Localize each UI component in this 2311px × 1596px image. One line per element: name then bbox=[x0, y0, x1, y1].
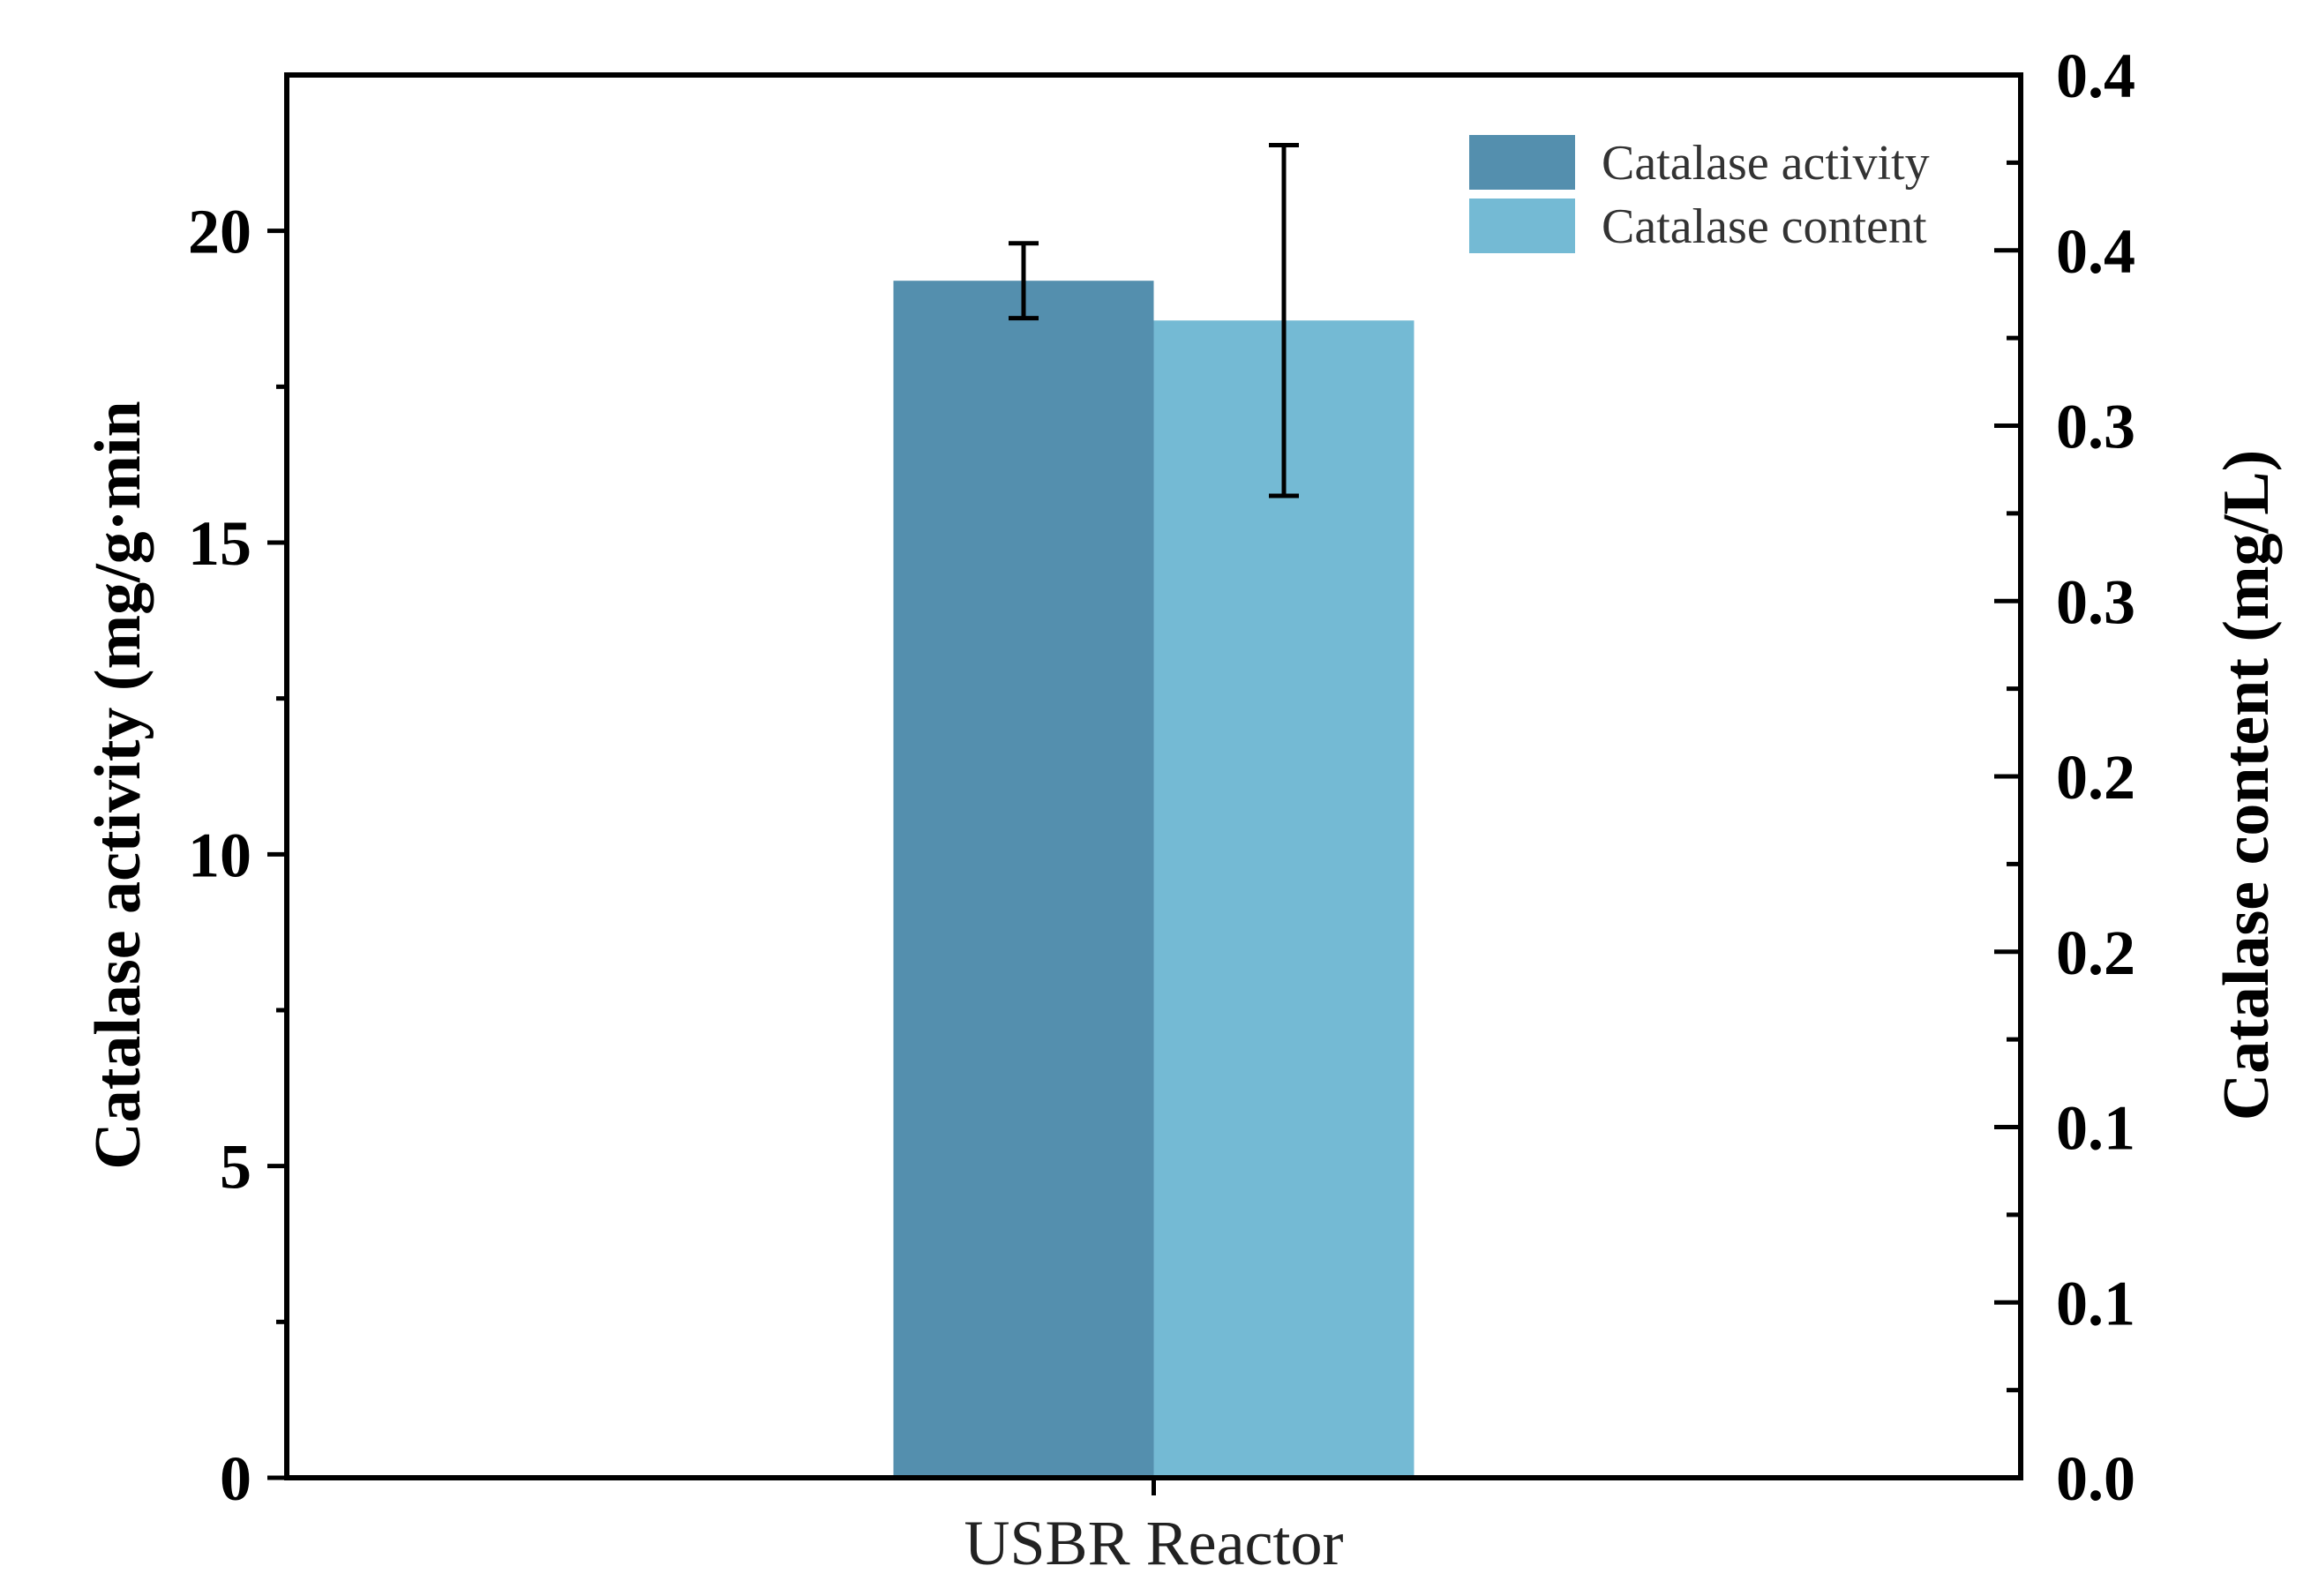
legend-label: Catalase content bbox=[1602, 199, 1927, 254]
legend-swatch bbox=[1469, 199, 1575, 253]
y-left-axis-title: Catalase activity (mg/g·min bbox=[82, 401, 154, 1169]
y-right-tick-label: 0.0 bbox=[2056, 1443, 2135, 1514]
y-right-tick-label: 0.2 bbox=[2056, 918, 2135, 988]
y-right-tick-label: 0.2 bbox=[2056, 742, 2135, 813]
legend-item: Catalase content bbox=[1469, 199, 1927, 254]
y-left-tick-label: 15 bbox=[188, 508, 251, 579]
y-right-tick-label: 0.1 bbox=[2056, 1093, 2135, 1164]
legend-label: Catalase activity bbox=[1602, 136, 1930, 191]
y-right-tick-label: 0.4 bbox=[2056, 41, 2135, 111]
y-right-tick-label: 0.1 bbox=[2056, 1268, 2135, 1338]
y-right-axis-title: Catalase content (mg/L) bbox=[2210, 450, 2283, 1120]
y-left-tick-label: 5 bbox=[220, 1132, 251, 1203]
y-left-tick-label: 10 bbox=[188, 820, 251, 890]
x-tick-label: USBR Reactor bbox=[964, 1508, 1344, 1578]
bars-layer bbox=[893, 281, 1414, 1479]
y-left-tick-label: 0 bbox=[220, 1443, 251, 1514]
y-right-tick-label: 0.4 bbox=[2056, 216, 2135, 287]
y-right-tick-label: 0.3 bbox=[2056, 392, 2135, 462]
legend-item: Catalase activity bbox=[1469, 135, 1930, 191]
legend: Catalase activity Catalase content bbox=[1469, 135, 1930, 254]
labels-layer: USBR Reactor 0 5 10 15 20 0.0 0.1 0.1 0.2 0.2 0.3 0.… bbox=[82, 41, 2283, 1578]
legend-swatch bbox=[1469, 135, 1575, 190]
bar-catalase-content bbox=[1153, 320, 1414, 1478]
error-bar-catalase-activity bbox=[1009, 241, 1039, 321]
y-left-tick-label: 20 bbox=[188, 197, 251, 267]
error-bar-catalase-content bbox=[1269, 143, 1299, 498]
ticks-layer bbox=[267, 72, 2021, 1495]
y-right-tick-label: 0.3 bbox=[2056, 566, 2135, 637]
error-bars-layer bbox=[1009, 143, 1299, 498]
bar-catalase-activity bbox=[893, 281, 1154, 1479]
